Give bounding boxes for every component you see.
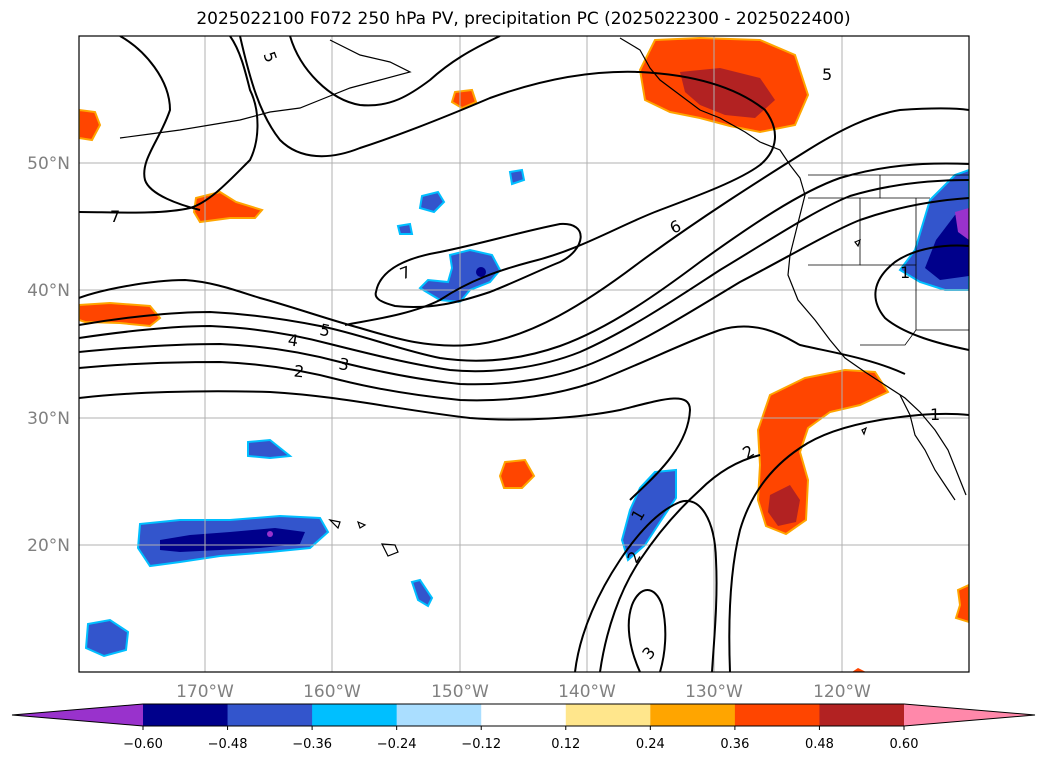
colorbar-extend-min [12,704,143,726]
colorbar-tick-label: 0.12 [551,737,580,752]
colorbar-tick-label: 0.36 [720,737,749,752]
map-background [79,36,969,672]
colorbar-tick-label: −0.48 [208,737,248,752]
lat-label: 30°N [27,409,70,429]
colorbar-segment [481,704,567,726]
colorbar-tick-label: −0.12 [461,737,501,752]
contour-label: 4 [287,330,300,350]
contour-label: 1 [930,405,940,424]
colorbar-tick-label: 0.48 [805,737,834,752]
contour-label: 5 [822,65,832,84]
graticule [79,36,969,672]
colorbar-segment [396,704,482,726]
colorbar-segment [734,704,820,726]
colorbar-extend-max [904,704,1035,726]
colorbar-tick-label: −0.60 [123,737,163,752]
contour-label: 1 [900,263,910,282]
lon-label: 170°W [176,682,234,702]
contour-label: 2 [293,361,305,381]
latitude-labels: 50°N 40°N 30°N 20°N [27,154,70,556]
colorbar-tick-labels: −0.60 −0.48 −0.36 −0.24 −0.12 0.12 0.24 0.36 0.4… [123,726,918,752]
lat-label: 50°N [27,154,70,174]
lat-label: 20°N [27,536,70,556]
colorbar-segment [312,704,398,726]
lon-label: 160°W [303,682,361,702]
precip-positive-areas [79,36,969,672]
contour-label: 3 [337,354,350,374]
colorbar-segment [565,704,651,726]
lon-label: 120°W [813,682,871,702]
longitude-labels: 170°W 160°W 150°W 140°W 130°W 120°W [176,682,871,702]
colorbar-segment [819,704,905,726]
lon-label: 140°W [558,682,616,702]
map-frame [78,35,970,673]
colorbar-segment [143,704,229,726]
contour-label: 7 [110,207,120,226]
pv-contours [79,36,969,672]
colorbar-segment [227,704,313,726]
colorbar-tick-label: −0.36 [292,737,332,752]
contour-label: 5 [318,320,332,341]
colorbar-segment [650,704,736,726]
lon-label: 130°W [685,682,743,702]
colorbar [11,703,1036,727]
lat-label: 40°N [27,281,70,301]
lon-label: 150°W [431,682,489,702]
map-title: 2025022100 F072 250 hPa PV, precipitatio… [196,9,851,29]
colorbar-tick-label: 0.60 [890,737,919,752]
colorbar-tick-label: −0.24 [377,737,417,752]
colorbar-tick-label: 0.24 [636,737,665,752]
